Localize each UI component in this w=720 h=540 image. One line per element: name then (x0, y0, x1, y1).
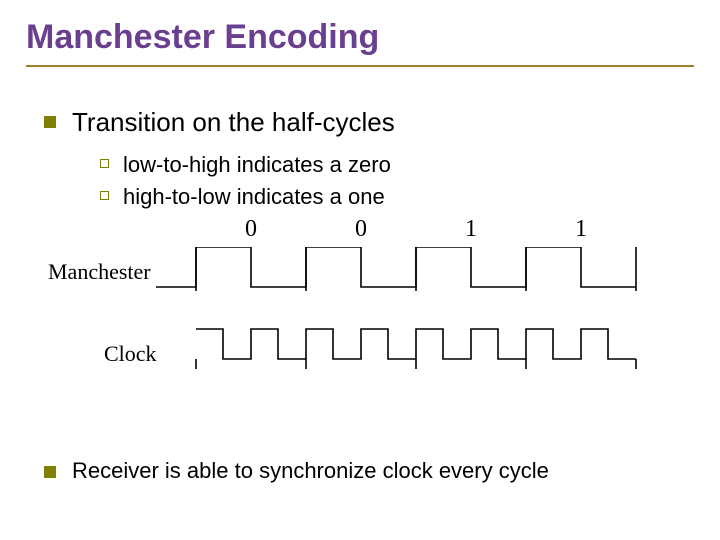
hollow-square-icon (100, 159, 109, 168)
square-bullet-icon (44, 116, 56, 128)
bit-label: 1 (526, 216, 636, 243)
slide: Manchester Encoding Transition on the ha… (0, 0, 720, 540)
bullet-main: Transition on the half-cycles (44, 107, 694, 138)
sub-bullet-b: high-to-low indicates a one (100, 184, 694, 210)
sub-bullet-a: low-to-high indicates a zero (100, 152, 694, 178)
sub-bullet-b-text: high-to-low indicates a one (123, 184, 385, 210)
bullet-bottom-text: Receiver is able to synchronize clock ev… (72, 458, 549, 484)
bit-labels-row: 0 0 1 1 (196, 216, 636, 243)
bit-label: 0 (196, 216, 306, 243)
bullet-main-text: Transition on the half-cycles (72, 107, 395, 138)
waveform-svg (26, 247, 666, 397)
slide-title: Manchester Encoding (26, 18, 694, 57)
bit-label: 1 (416, 216, 526, 243)
bit-label: 0 (306, 216, 416, 243)
sub-bullet-a-text: low-to-high indicates a zero (123, 152, 391, 178)
square-bullet-icon (44, 466, 56, 478)
title-underline: Manchester Encoding (26, 18, 694, 67)
bullet-bottom: Receiver is able to synchronize clock ev… (44, 458, 549, 484)
hollow-square-icon (100, 191, 109, 200)
